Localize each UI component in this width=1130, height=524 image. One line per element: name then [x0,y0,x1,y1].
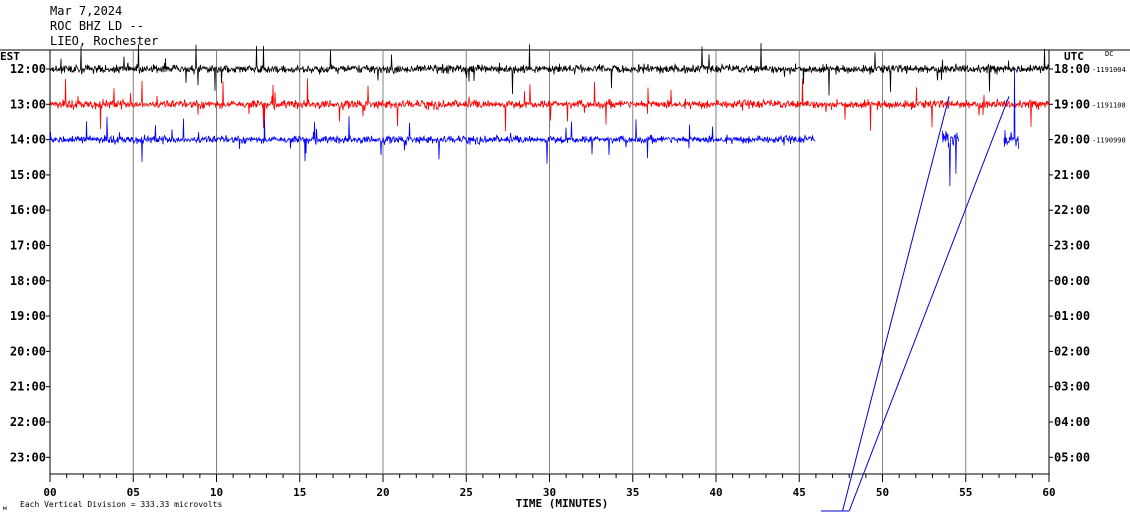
utc-time-labels: 18:00 -1191004 19:00 -1191108 20:00 -1190990 2… [1049,62,1126,464]
dc-label: DC [1105,50,1113,58]
trace-row-1 [49,78,1050,132]
x-tick-label-55: 55 [959,486,972,499]
x-tick-label-35: 35 [626,486,639,499]
burst-1 [1003,68,1019,150]
est-label-8: 20:00 [10,344,46,358]
utc-label-9: 03:00 [1054,380,1090,394]
footer-mark: м [3,505,7,512]
x-tick-label-50: 50 [876,486,889,499]
est-label-3: 15:00 [10,168,46,182]
utc-label-0: 18:00 [1054,62,1090,76]
right-zone-label: UTC [1064,50,1084,63]
trace-row-2 [49,116,816,164]
utc-label-5: 23:00 [1054,239,1090,253]
traces [49,42,1050,187]
est-label-4: 16:00 [10,203,46,217]
est-label-10: 22:00 [10,415,46,429]
utc-label-3: 21:00 [1054,168,1090,182]
x-tick-label-30: 30 [543,486,556,499]
footer-note: Each Vertical Division = 333.33 microvol… [20,500,222,509]
header-station: ROC BHZ LD -- [50,19,144,33]
utc-label-1: 19:00 [1054,97,1090,111]
x-tick-label-15: 15 [293,486,306,499]
est-label-0: 12:00 [10,62,46,76]
dc-value-2: -1190990 [1092,137,1126,145]
est-label-11: 23:00 [10,450,46,464]
x-tick-label-60: 60 [1042,486,1055,499]
x-tick-label-00: 00 [43,486,56,499]
utc-label-8: 02:00 [1054,344,1090,358]
utc-label-7: 01:00 [1054,309,1090,323]
left-zone-label: EST [0,50,20,63]
utc-label-10: 04:00 [1054,415,1090,429]
est-label-6: 18:00 [10,274,46,288]
x-axis-title: TIME (MINUTES) [516,497,609,510]
header-date: Mar 7,2024 [50,4,122,18]
x-tick-label-45: 45 [793,486,806,499]
est-label-2: 14:00 [10,133,46,147]
x-tick-label-40: 40 [709,486,722,499]
est-label-1: 13:00 [10,97,46,111]
est-label-7: 19:00 [10,309,46,323]
x-tick-labels: 00 05 10 15 20 25 30 35 40 45 50 55 60 [43,486,1055,499]
x-tick-label-20: 20 [376,486,389,499]
est-label-9: 21:00 [10,380,46,394]
utc-label-11: 05:00 [1054,450,1090,464]
utc-label-6: 00:00 [1054,274,1090,288]
header-location: LIEO, Rochester [50,34,158,48]
x-tick-label-05: 05 [127,486,140,499]
transition-line-1 [848,96,1010,512]
x-tick-label-25: 25 [460,486,473,499]
est-label-5: 17:00 [10,239,46,253]
utc-label-2: 20:00 [1054,133,1090,147]
utc-label-4: 22:00 [1054,203,1090,217]
grid [49,50,1050,482]
transition-line-0 [842,96,950,512]
burst-0 [942,130,959,187]
dc-value-1: -1191108 [1092,101,1126,109]
dc-value-0: -1191004 [1092,66,1126,74]
x-tick-label-10: 10 [210,486,223,499]
trace-row-0 [49,42,1050,96]
est-time-labels: 12:00 13:00 14:00 15:00 16:00 17:00 18:00 19:00… [10,62,50,464]
transitions [820,96,1010,512]
